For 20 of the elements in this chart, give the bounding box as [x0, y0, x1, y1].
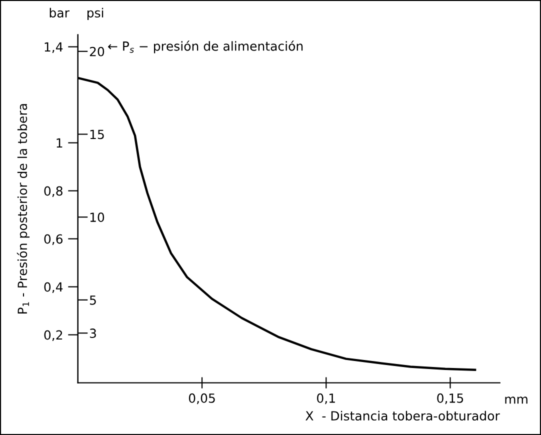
y-tick-label: 1,4 — [44, 42, 63, 53]
x-axis-title: X - Distancia tobera-obturador — [306, 410, 500, 421]
x-tick-label: 0,15 — [437, 393, 464, 404]
y-tick-label: 0,8 — [44, 186, 62, 197]
x-tick-label: 0,1 — [317, 393, 335, 404]
y-tick-label: 0,6 — [44, 234, 63, 245]
y-axis-title: P$_{1}$ - Presión posterior de la tobera — [16, 104, 30, 314]
y2-tick-label: 10 — [90, 212, 104, 222]
y2-tick-label: 5 — [90, 296, 96, 305]
y2-tick-label: 15 — [90, 130, 104, 140]
y2-tick-label: 20 — [90, 46, 104, 56]
text: bar — [50, 8, 70, 18]
y-tick-label: 0,2 — [44, 330, 62, 341]
annotation: ← P$_{s}$ − presión de alimentación — [108, 40, 303, 54]
text: psi — [87, 8, 104, 20]
x-tick-label: 0,05 — [188, 393, 215, 404]
y-tick-label: 1 — [56, 138, 62, 148]
text: mm — [505, 396, 528, 404]
y2-tick-label: 3 — [90, 328, 96, 338]
y-tick-label: 0,4 — [44, 282, 63, 293]
